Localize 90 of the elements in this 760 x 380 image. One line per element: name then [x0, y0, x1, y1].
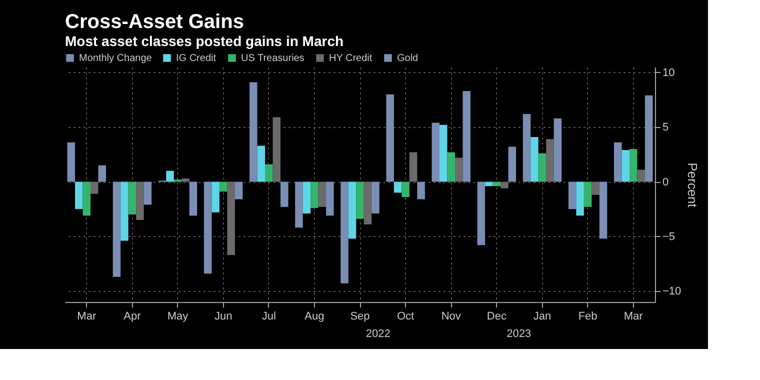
bar: [318, 182, 326, 207]
bar: [546, 139, 554, 182]
x-tick-label: Jul: [262, 310, 276, 322]
bar: [386, 94, 394, 182]
bar: [372, 182, 380, 214]
bar: [204, 182, 212, 274]
x-tick-label: Jan: [533, 310, 552, 322]
bar: [310, 182, 318, 208]
y-tick-label: 10: [662, 66, 675, 79]
bar: [212, 182, 220, 212]
bar: [592, 182, 600, 195]
x-tick-label: Feb: [578, 310, 598, 322]
bar: [432, 122, 440, 182]
y-axis-title: Percent: [685, 162, 700, 208]
bar: [409, 152, 418, 182]
bar: [622, 150, 630, 182]
bar: [508, 146, 516, 182]
legend-label: HY Credit: [329, 53, 372, 64]
bar: [402, 182, 410, 198]
x-tick-label: Mar: [624, 310, 644, 322]
bar: [340, 182, 348, 284]
x-tick-label: Dec: [486, 310, 507, 322]
bar: [295, 182, 303, 228]
bar: [272, 117, 280, 182]
text: 2023: [506, 328, 532, 340]
y-tick-label: −5: [662, 230, 676, 243]
bar: [189, 182, 198, 216]
bar: [538, 153, 546, 182]
bar: [144, 182, 152, 205]
bar: [417, 182, 425, 200]
bar: [568, 182, 576, 210]
bar: [599, 182, 608, 239]
bar: [136, 182, 144, 220]
chart-title: Cross-Asset Gains: [65, 11, 244, 33]
bar: [440, 124, 448, 182]
bar: [447, 152, 455, 182]
x-tick-label: Aug: [304, 310, 324, 322]
bar: [326, 182, 334, 216]
legend-label: Monthly Change: [79, 53, 152, 64]
bar: [98, 165, 106, 182]
bar: [356, 182, 364, 219]
bar: [576, 182, 584, 216]
bar: [522, 114, 531, 182]
bar: [90, 182, 98, 194]
x-tick-label: Jun: [214, 310, 232, 322]
bar: [554, 118, 562, 182]
y-tick-label: −10: [662, 286, 682, 298]
bar: [500, 182, 508, 188]
bar: [82, 182, 91, 216]
bar: [280, 182, 288, 207]
x-tick-label: Sep: [350, 310, 370, 322]
bar: [348, 182, 356, 239]
bar: [227, 182, 235, 255]
x-tick-label: Mar: [77, 310, 96, 322]
bar: [182, 178, 190, 182]
bar: [166, 170, 174, 182]
bar: [614, 142, 622, 182]
bar: [637, 170, 645, 182]
legend-label: IG Credit: [176, 53, 216, 64]
bar: [234, 182, 243, 200]
bar: [394, 182, 402, 193]
bar: [219, 182, 228, 192]
chart-subtitle: Most asset classes posted gains in March: [65, 33, 344, 49]
bar: [364, 182, 372, 224]
text: 2022: [366, 328, 390, 340]
x-tick-label: Oct: [396, 310, 414, 322]
bar: [128, 182, 136, 215]
bar: [584, 182, 592, 207]
bar: [644, 95, 653, 182]
bar: [530, 136, 538, 182]
bar: [75, 182, 83, 210]
bar: [250, 82, 258, 182]
bar: [67, 142, 76, 182]
x-tick-label: May: [167, 310, 189, 322]
x-tick-label: Nov: [441, 310, 462, 322]
bar: [112, 182, 121, 277]
bar: [265, 164, 273, 182]
bar: [477, 182, 486, 246]
bar: [120, 182, 128, 241]
bar: [302, 182, 311, 214]
legend-label: US Treasuries: [241, 53, 304, 64]
y-tick-label: 5: [662, 122, 669, 134]
x-tick-label: Apr: [124, 310, 142, 322]
bar: [454, 158, 463, 182]
legend-label: Gold: [397, 53, 418, 64]
bar: [462, 91, 470, 182]
y-tick-label: 0: [662, 176, 669, 188]
bar: [485, 182, 493, 186]
bar: [629, 148, 638, 182]
bar: [257, 146, 266, 182]
